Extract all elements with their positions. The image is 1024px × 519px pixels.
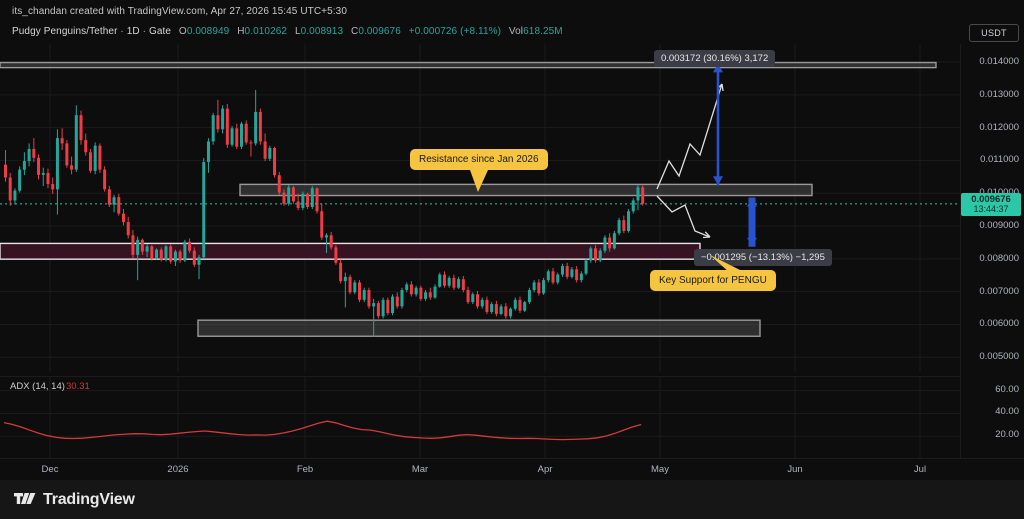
bearish-target-arrowhead [747,237,757,247]
bullish-path [656,83,723,190]
legend-exchange[interactable]: Gate [148,26,172,37]
legend-high-value: 0.010262 [244,26,288,37]
legend-close-value: 0.009676 [358,26,401,37]
price-tick-2: 0.012000 [979,121,1019,133]
legend-open-label: O [178,26,187,37]
price-tick-3: 0.011000 [980,154,1019,166]
footer-bar [0,480,1024,519]
current-price-value: 0.009676 [971,193,1011,205]
projection-paths[interactable] [656,83,724,239]
price-tick-7: 0.007000 [979,285,1019,297]
legend-high-label: H [237,26,245,37]
currency-pill[interactable]: USDT [969,24,1019,42]
tradingview-logo[interactable]: TradingView [14,491,135,509]
callout-resistance[interactable]: Resistance since Jan 2026 [410,149,548,170]
price-tick-1: 0.013000 [979,88,1019,100]
price-tick-5: 0.009000 [979,220,1019,232]
tradingview-wordmark: TradingView [43,491,135,508]
price-chart-pane[interactable] [0,44,960,372]
legend-open-value: 0.008949 [186,26,230,37]
legend-symbol[interactable]: Pudgy Penguins/Tether [12,26,118,37]
time-tick-apr: Apr [537,464,553,475]
bearish-target-tail [747,197,757,207]
legend-change-percent: (+8.11%) [460,26,502,37]
time-tick-2026: 2026 [167,464,189,475]
price-axis[interactable]: USDT 0.014000 0.013000 0.012000 0.011000 0.0… [960,24,1024,458]
bearish-path-arrowhead [702,231,711,239]
tradingview-mark-icon [14,492,36,504]
price-tick-6: 0.008000 [979,252,1019,264]
time-tick-mar: Mar [411,464,429,475]
bullish-target-arrowhead [713,63,723,73]
lower-demand-zone [197,319,761,337]
adx-tick-0: 60.00 [995,383,1019,395]
callout-support-pointer [710,255,746,273]
price-tick-0: 0.014000 [979,56,1019,68]
candlestick-series[interactable] [4,89,645,337]
measurement-arrows[interactable] [713,63,757,247]
upper-grey-zone [0,61,937,69]
legend-separator-1: · [120,26,124,37]
resistance-zone [239,183,813,197]
time-tick-dec: Dec [41,464,59,475]
time-tick-jul: Jul [913,464,927,475]
legend-change: +0.000726 [408,26,458,37]
legend-low-value: 0.008913 [300,26,344,37]
bullish-target-tail [713,176,723,186]
measure-label-bearish[interactable]: −0.001295 (−13.13%) −1,295 [694,249,832,266]
callout-key-support[interactable]: Key Support for PENGU [650,270,776,291]
adx-grid [0,377,960,459]
legend-low-label: L [294,26,301,37]
legend-volume-label: Vol [508,26,524,37]
legend-separator-2: · [142,26,147,37]
callout-resistance-pointer [470,170,488,192]
chart-legend[interactable]: Pudgy Penguins/Tether · 1D · Gate O0.008… [12,26,563,37]
adx-line [3,420,642,441]
price-tick-4: 0.010000 [979,187,1019,198]
time-tick-feb: Feb [296,464,314,475]
adx-tick-1: 40.00 [995,406,1019,418]
current-price-tag: 0.009676 13:44:37 [961,192,1021,216]
adx-tick-2: 20.00 [995,429,1019,441]
time-axis[interactable]: Dec 2026 Feb Mar Apr May Jun Jul [0,458,1024,481]
legend-volume-value: 618.25M [523,26,563,37]
legend-close-label: C [351,26,359,37]
bearish-path [656,195,711,238]
current-price-countdown: 13:44:37 [973,203,1009,214]
time-tick-jun: Jun [787,464,803,475]
adx-legend-value: 30.31 [66,381,90,392]
adx-indicator-svg: ADX (14, 14) 30.31 [0,377,960,459]
time-tick-may: May [651,464,669,475]
price-chart-svg [0,44,960,372]
measure-label-bullish[interactable]: 0.003172 (30.16%) 3,172 [654,50,776,67]
adx-indicator-pane[interactable]: ADX (14, 14) 30.31 [0,376,960,459]
price-tick-8: 0.006000 [979,318,1019,330]
attribution-text: its_chandan created with TradingView.com… [12,6,347,17]
legend-interval[interactable]: 1D [126,26,140,37]
price-tick-9: 0.005000 [979,351,1019,363]
adx-legend-name[interactable]: ADX (14, 14) [10,381,65,392]
